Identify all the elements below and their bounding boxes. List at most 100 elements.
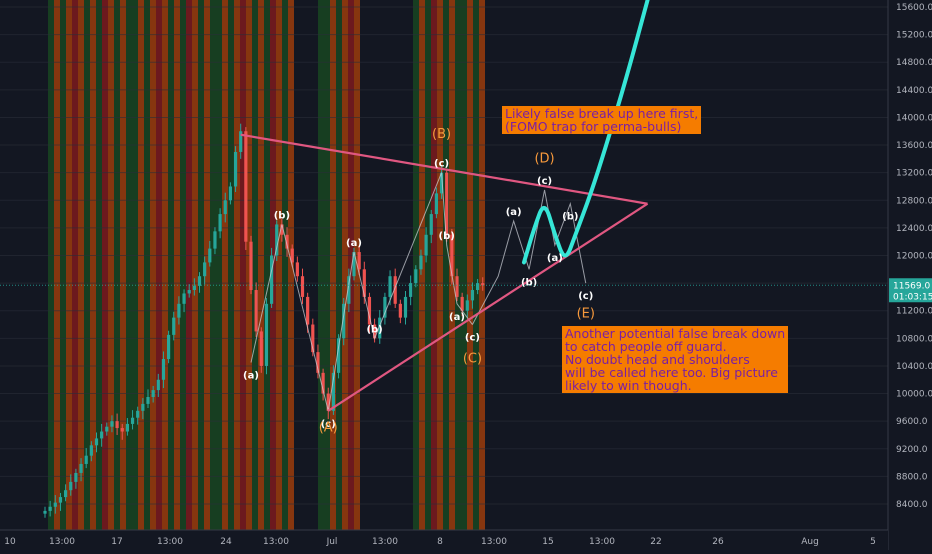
indicator-band bbox=[198, 0, 204, 530]
time-tick-label: 13:00 bbox=[263, 537, 289, 547]
indicator-band bbox=[192, 0, 198, 530]
candle-body bbox=[264, 303, 269, 366]
indicator-band bbox=[336, 0, 342, 530]
candle-body bbox=[208, 248, 212, 263]
indicator-band bbox=[431, 0, 437, 530]
candle-body bbox=[182, 293, 186, 304]
candle-body bbox=[300, 276, 305, 297]
indicator-band bbox=[264, 0, 270, 530]
time-tick-label: 13:00 bbox=[157, 537, 183, 547]
candle-body bbox=[383, 296, 387, 318]
indicator-band bbox=[348, 0, 354, 530]
candle-body bbox=[105, 426, 109, 432]
indicator-band bbox=[162, 0, 168, 530]
projection-label: (a) bbox=[547, 253, 563, 264]
indicator-band bbox=[425, 0, 431, 530]
candle-body bbox=[146, 397, 150, 404]
candle-body bbox=[197, 276, 202, 286]
indicator-band bbox=[66, 0, 72, 530]
candle-body bbox=[192, 285, 196, 291]
time-tick-label: 13:00 bbox=[49, 537, 75, 547]
wave-label: (a) bbox=[243, 370, 259, 381]
indicator-band bbox=[144, 0, 150, 530]
candle-body bbox=[445, 172, 449, 235]
indicator-band bbox=[246, 0, 252, 530]
candle-body bbox=[476, 283, 480, 291]
projection-label: (b) bbox=[562, 212, 578, 223]
indicator-band bbox=[48, 0, 54, 530]
candle-body bbox=[439, 172, 444, 194]
last-price-marker: 11569.001:03:15 bbox=[0, 278, 932, 303]
time-tick-label: 13:00 bbox=[372, 537, 398, 547]
countdown-label: 01:03:15 bbox=[893, 292, 932, 302]
candle-body bbox=[290, 248, 294, 263]
candle-body bbox=[156, 379, 160, 391]
wave-path-projection bbox=[472, 189, 587, 325]
indicator-band bbox=[222, 0, 228, 530]
big-wave-label: (D) bbox=[534, 151, 554, 166]
price-tick-label: 13600.0 bbox=[896, 141, 932, 151]
candle-body bbox=[141, 403, 145, 411]
last-price-label: 11569.0 bbox=[893, 281, 930, 291]
candle-body bbox=[136, 410, 140, 418]
indicator-band bbox=[443, 0, 449, 530]
indicator-band bbox=[132, 0, 138, 530]
candle-body bbox=[94, 438, 99, 446]
indicator-band bbox=[108, 0, 114, 530]
candle-body bbox=[115, 421, 119, 429]
candle-body bbox=[161, 359, 166, 380]
candle-body bbox=[69, 481, 73, 491]
indicator-band bbox=[78, 0, 84, 530]
indicator-band bbox=[473, 0, 479, 530]
candle-body bbox=[336, 338, 341, 373]
candle-body bbox=[403, 296, 408, 318]
candle-body bbox=[419, 255, 423, 270]
candle-body bbox=[228, 186, 232, 201]
candle-body bbox=[213, 231, 217, 249]
candle-body bbox=[326, 393, 330, 411]
indicator-band bbox=[318, 0, 324, 530]
time-axis-bg bbox=[0, 530, 888, 550]
indicator-band bbox=[120, 0, 126, 530]
wave-label: (c) bbox=[434, 159, 449, 170]
candle-body bbox=[120, 428, 124, 432]
candle-body bbox=[434, 193, 438, 215]
candle-body bbox=[270, 255, 274, 304]
indicator-band bbox=[168, 0, 174, 530]
candle-body bbox=[450, 234, 454, 277]
indicator-band bbox=[479, 0, 485, 530]
price-tick-label: 12400.0 bbox=[896, 224, 932, 234]
candle-body bbox=[470, 290, 475, 301]
candle-body bbox=[306, 296, 310, 325]
candle-body bbox=[84, 455, 88, 464]
indicator-band bbox=[96, 0, 102, 530]
candle-body bbox=[285, 234, 289, 249]
big-wave-label: (C) bbox=[463, 351, 482, 366]
candle-body bbox=[259, 331, 263, 366]
candle-body bbox=[110, 421, 114, 427]
wave-labels: (a)(b)(c)(a)(b)(c)(a)(b)(c)(a)(b)(c)(a)(… bbox=[243, 127, 595, 435]
indicator-band bbox=[84, 0, 90, 530]
time-tick-label: 8 bbox=[437, 537, 443, 547]
candle-body bbox=[53, 502, 57, 507]
triangle-upper-line bbox=[240, 133, 648, 205]
indicator-band bbox=[324, 0, 330, 530]
candle-body bbox=[367, 296, 372, 325]
annotation-false-break-up: Likely false break up here first, (FOMO … bbox=[502, 106, 702, 134]
price-tick-label: 8800.0 bbox=[896, 472, 928, 482]
indicator-band bbox=[330, 0, 336, 530]
indicator-band bbox=[180, 0, 186, 530]
triangle-lines bbox=[240, 133, 649, 412]
indicator-band bbox=[90, 0, 96, 530]
candle-body bbox=[233, 151, 238, 187]
annotation-false-break-down: Another potential false break down to ca… bbox=[562, 326, 789, 393]
price-tick-label: 14800.0 bbox=[896, 58, 932, 68]
wave-label: (b) bbox=[274, 210, 290, 221]
time-tick-label: 13:00 bbox=[589, 537, 615, 547]
indicator-band bbox=[216, 0, 222, 530]
time-tick-label: 15 bbox=[542, 537, 553, 547]
indicator-band bbox=[54, 0, 60, 530]
price-tick-label: 10000.0 bbox=[896, 390, 932, 400]
